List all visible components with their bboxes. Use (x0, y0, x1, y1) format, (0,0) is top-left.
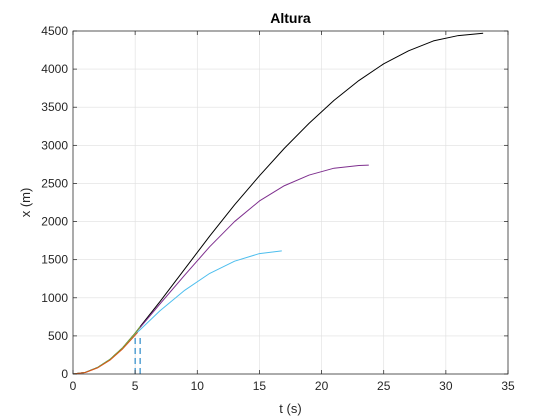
y-tick-label: 2500 (41, 176, 68, 190)
x-tick-label: 10 (191, 379, 205, 393)
x-tick-label: 35 (501, 379, 515, 393)
ticks: 0 5 10 15 20 25 30 35 0 500 1000 1500 2000 2500 3000 35… (41, 24, 515, 393)
x-tick-label: 5 (132, 379, 139, 393)
x-tick-label: 20 (315, 379, 329, 393)
y-tick-label: 4500 (41, 24, 68, 38)
series-line-5 (72, 332, 138, 375)
x-tick-label: 25 (377, 379, 391, 393)
series-layer (72, 32, 484, 375)
y-axis-label: x (m) (18, 188, 33, 218)
x-tick-label: 15 (253, 379, 267, 393)
axes-box (72, 30, 509, 375)
y-tick-label: 3500 (41, 100, 68, 114)
plot-area (73, 31, 508, 374)
x-tick-label: 0 (70, 379, 77, 393)
chart-title: Altura (270, 10, 311, 26)
x-tick-label: 30 (439, 379, 453, 393)
y-tick-label: 1000 (41, 291, 68, 305)
y-tick-label: 500 (48, 329, 68, 343)
y-tick-label: 1500 (41, 253, 68, 267)
x-axis-label: t (s) (279, 401, 301, 416)
y-tick-label: 3000 (41, 138, 68, 152)
y-tick-label: 2000 (41, 215, 68, 229)
y-tick-label: 0 (61, 367, 68, 381)
y-tick-label: 4000 (41, 62, 68, 76)
